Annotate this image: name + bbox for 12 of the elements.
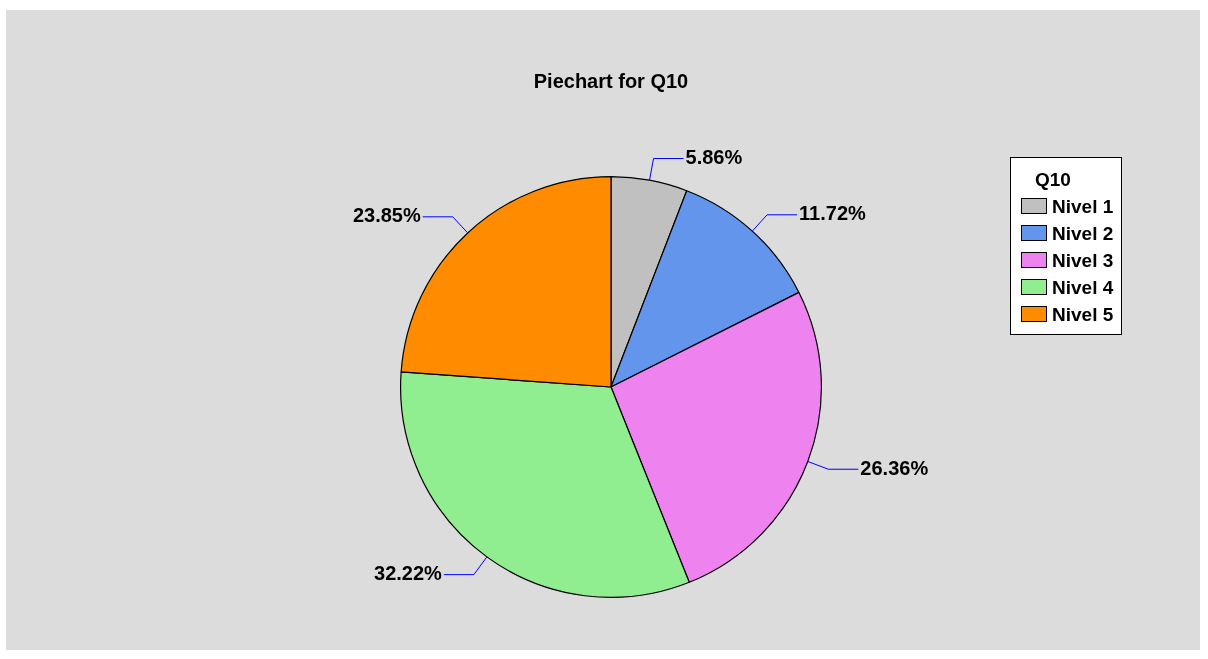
legend-label: Nivel 2 <box>1051 222 1114 246</box>
data-label: 5.86% <box>685 146 743 169</box>
data-label: 11.72% <box>799 202 867 225</box>
legend-title: Q10 <box>1034 168 1072 192</box>
legend-label: Nivel 1 <box>1051 195 1114 219</box>
legend-label: Nivel 4 <box>1051 276 1114 300</box>
legend-label: Nivel 5 <box>1051 303 1114 327</box>
chart-title: Piechart for Q10 <box>532 70 690 93</box>
data-label: 32.22% <box>374 562 443 585</box>
legend-label: Nivel 3 <box>1051 249 1114 273</box>
data-label: 23.85% <box>352 204 421 227</box>
data-label: 26.36% <box>860 456 929 479</box>
